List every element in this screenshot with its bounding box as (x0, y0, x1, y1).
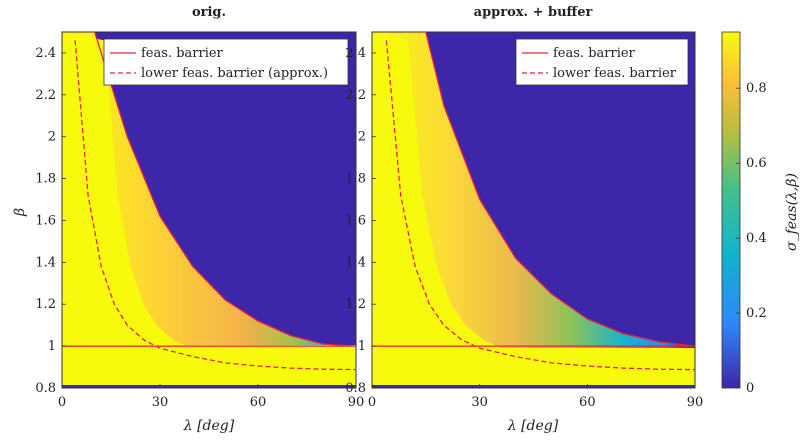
panel-right: 0 30 60 900.811.21.41.61.822.22.4 λ [deg] f… (345, 31, 703, 434)
y-tick-label: 1.6 (35, 213, 56, 228)
y-tick-label: 2.2 (345, 88, 366, 103)
curve-lower-barrier-right (385, 40, 696, 371)
colorbar-gradient (721, 31, 741, 389)
x-axis-label-left: λ [deg] (183, 418, 235, 434)
colorbar-label: σ_feas(λ,β) (784, 173, 800, 251)
curves-left (62, 31, 357, 388)
legend-right: feas. barrier lower feas. barrier (515, 38, 689, 86)
y-tick-label: 1 (358, 339, 366, 354)
chart-title-left: orig. (192, 5, 226, 20)
curves-right (372, 31, 696, 388)
colorbar-tick-label: 0.4 (746, 231, 767, 246)
legend-entry-feas-barrier-right: feas. barrier (553, 46, 636, 61)
legend-box-left (103, 38, 349, 86)
x-tick-label: 0 (368, 395, 376, 410)
y-tick-label: 2 (48, 130, 56, 145)
x-tick-label: 30 (152, 395, 169, 410)
y-tick-label: 2.2 (35, 88, 56, 103)
colorbar-tick-label: 0.8 (746, 81, 767, 96)
x-tick-label: 90 (348, 395, 365, 410)
legend-entry-feas-barrier-left: feas. barrier (141, 46, 224, 61)
y-tick-label: 1.2 (35, 297, 56, 312)
y-tick-label: 2.4 (35, 46, 56, 61)
y-tick-label: 1.8 (345, 172, 366, 187)
y-tick-label: 0.8 (345, 381, 366, 396)
legend-entry-lower-barrier-right: lower feas. barrier (553, 66, 677, 81)
colorbar: 0 0.2 0.4 0.6 0.8 σ_feas(λ,β) (721, 31, 800, 396)
x-tick-label: 60 (579, 395, 596, 410)
heat-feasible-region-right (372, 32, 695, 388)
legend-left: feas. barrier lower feas. barrier (appro… (103, 38, 349, 86)
y-tick-label: 1.2 (345, 297, 366, 312)
curve-feas-barrier-left (94, 31, 357, 347)
ticks-right: 0 30 60 900.811.21.41.61.822.22.4 (345, 46, 703, 410)
y-tick-label: 1.8 (35, 172, 56, 187)
x-tick-label: 30 (471, 395, 488, 410)
legend-box-right (515, 38, 689, 86)
colorbar-tick-label: 0 (746, 381, 754, 396)
curve-lower-barrier-left (74, 40, 357, 371)
colorbar-tick-label: 0.2 (746, 306, 767, 321)
y-tick-label: 1.4 (35, 255, 56, 270)
y-tick-label: 0.8 (35, 381, 56, 396)
curve-feas-barrier-right (425, 31, 696, 347)
x-axis-label-right: λ [deg] (507, 418, 559, 434)
heat-core-region-left (62, 32, 356, 388)
ticks-left: 0 30 60 900.811.21.41.61.822.22.4 (35, 46, 364, 410)
chart-title-right: approx. + buffer (474, 5, 593, 20)
y-axis-label: β (12, 208, 28, 217)
colorbar-ticks: 0 0.2 0.4 0.6 0.8 (736, 81, 767, 396)
heat-bottom-strip-right (372, 348, 695, 386)
legend-entry-lower-barrier-left: lower feas. barrier (approx.) (141, 66, 328, 81)
y-tick-label: 1 (48, 339, 56, 354)
y-tick-label: 2 (358, 130, 366, 145)
colorbar-tick-label: 0.6 (746, 156, 767, 171)
heat-bottom-strip-left (62, 345, 356, 386)
x-tick-label: 60 (250, 395, 267, 410)
panel-left: 0 30 60 900.811.21.41.61.822.22.4 β λ [deg]… (12, 31, 364, 434)
y-tick-label: 1.6 (345, 213, 366, 228)
x-tick-label: 0 (58, 395, 66, 410)
y-tick-label: 1.4 (345, 255, 366, 270)
x-tick-label: 90 (687, 395, 704, 410)
y-tick-label: 2.4 (345, 46, 366, 61)
